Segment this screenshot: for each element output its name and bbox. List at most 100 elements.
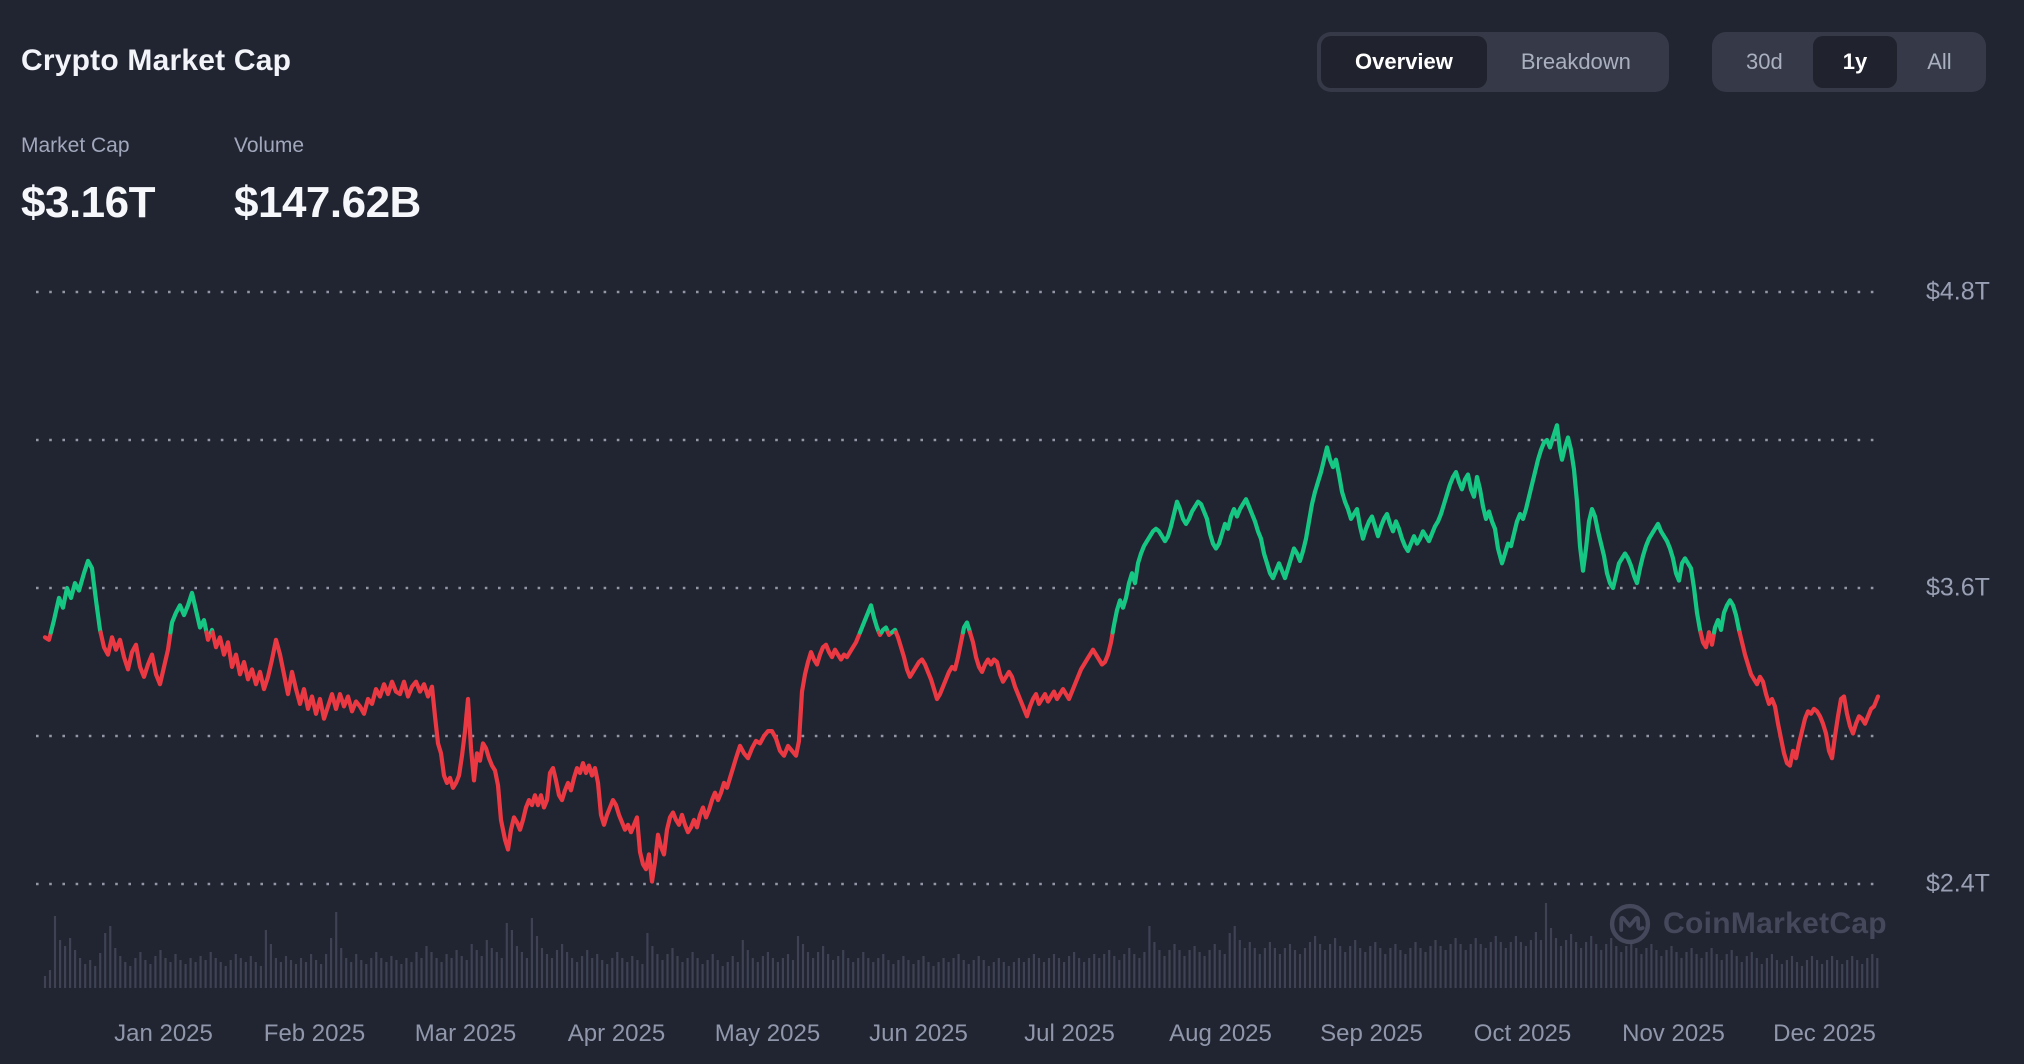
volume-bar [1273, 948, 1276, 988]
volume-bar [586, 950, 589, 988]
volume-bar [219, 962, 222, 988]
volume-bar [1695, 954, 1698, 988]
volume-bar [269, 944, 272, 988]
volume-bar [957, 954, 960, 988]
volume-bar [1278, 954, 1281, 988]
volume-bar [445, 954, 448, 988]
volume-bar [405, 958, 408, 988]
volume-bar [1770, 954, 1773, 988]
volume-bar [1243, 948, 1246, 988]
volume-bar [149, 964, 152, 988]
volume-bar [1414, 942, 1417, 988]
volume-bar [1544, 903, 1548, 988]
volume-bar [1238, 940, 1241, 988]
volume-bar [1283, 948, 1286, 988]
tab-overview[interactable]: Overview [1321, 36, 1487, 88]
volume-bar [480, 956, 483, 988]
volume-bar [299, 958, 303, 988]
volume-bar [289, 960, 293, 988]
volume-bar [69, 938, 72, 988]
volume-bar [1755, 958, 1758, 988]
volume-stat-value: $147.62B [234, 178, 421, 227]
volume-bar [832, 960, 835, 988]
volume-bar [1374, 942, 1377, 988]
volume-bar [776, 962, 779, 988]
volume-bar [646, 933, 649, 988]
volume-bar [967, 964, 970, 988]
volume-bar [194, 962, 197, 988]
volume-bar [1836, 960, 1839, 988]
volume-bar [1559, 946, 1563, 988]
volume-bar [842, 950, 845, 988]
volume-bar [892, 964, 895, 988]
price-line-segment [98, 630, 173, 687]
volume-bar [726, 962, 729, 988]
volume-bar [746, 950, 749, 988]
price-line-segment [1711, 598, 1742, 635]
volume-bar [1585, 942, 1588, 988]
volume-bar [94, 966, 97, 988]
volume-bar [1258, 954, 1261, 988]
volume-bar [791, 960, 795, 988]
volume-bar [1489, 942, 1492, 988]
volume-bar [1153, 942, 1156, 988]
volume-bar [1399, 950, 1402, 988]
volume-bar [1705, 952, 1708, 988]
volume-bar [1158, 950, 1161, 988]
volume-bar [1208, 950, 1211, 988]
volume-bar [64, 946, 67, 988]
volume-bar [294, 964, 298, 988]
volume-bar [1790, 956, 1794, 988]
volume-bar [1509, 942, 1512, 988]
volume-bar [1861, 964, 1864, 988]
volume-bar [596, 954, 599, 988]
volume-bar [1143, 952, 1146, 988]
volume-bar [761, 956, 764, 988]
volume-bar [1213, 944, 1216, 988]
volume-bar [1785, 960, 1788, 988]
volume-bar [1821, 964, 1824, 988]
volume-bar [274, 958, 277, 988]
range-1y-button[interactable]: 1y [1812, 36, 1898, 88]
volume-bar [882, 954, 885, 988]
volume-bar [947, 962, 950, 988]
volume-bar [490, 948, 493, 988]
volume-bar [1680, 958, 1683, 988]
x-axis-label: Mar 2025 [414, 1020, 517, 1047]
volume-bar [475, 950, 478, 988]
volume-bar [1735, 956, 1738, 988]
volume-bar [1851, 956, 1854, 988]
volume-bar [1073, 952, 1076, 988]
volume-bar [796, 936, 800, 988]
price-line-segment [1110, 423, 1703, 635]
volume-bar [1700, 958, 1703, 988]
range-all-button[interactable]: All [1897, 36, 1981, 88]
tab-breakdown[interactable]: Breakdown [1487, 36, 1665, 88]
volume-bar [1063, 962, 1066, 988]
volume-bar [159, 950, 162, 988]
volume-bar [1002, 962, 1005, 988]
volume-bar [862, 952, 865, 988]
volume-bar [435, 958, 438, 988]
volume-bar [129, 966, 132, 988]
volume-bar [681, 962, 684, 988]
volume-bar [611, 958, 614, 988]
volume-bar [927, 962, 930, 988]
volume-bar [812, 958, 815, 988]
volume-bar [1133, 954, 1136, 988]
volume-bar [330, 938, 333, 988]
volume-bar [1635, 948, 1638, 988]
coinmarketcap-logo-icon [1609, 903, 1651, 945]
volume-bar [1675, 952, 1678, 988]
volume-bar [666, 954, 669, 988]
range-30d-button[interactable]: 30d [1716, 36, 1813, 88]
volume-bar [1193, 946, 1196, 988]
y-axis-label: $4.8T [1926, 277, 1990, 306]
volume-bar [706, 960, 709, 988]
volume-bar [1841, 964, 1844, 988]
volume-bar [907, 960, 910, 988]
volume-bar [279, 962, 282, 988]
volume-bar [79, 958, 82, 988]
